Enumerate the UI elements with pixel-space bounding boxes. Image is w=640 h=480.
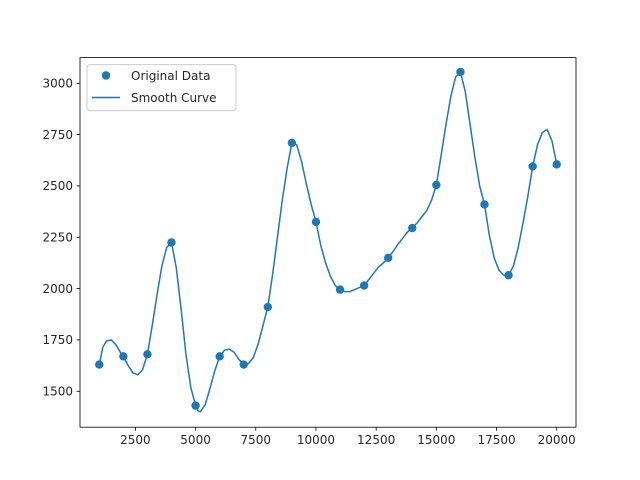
data-point (480, 200, 489, 209)
legend-label-original-data: Original Data (131, 69, 210, 83)
data-point (408, 223, 417, 233)
data-point (504, 271, 513, 280)
y-tick-label: 2250 (42, 231, 73, 245)
data-point (383, 253, 393, 262)
plot-area (80, 57, 576, 428)
data-point (552, 160, 561, 169)
y-tick-label: 1500 (42, 385, 73, 399)
legend-box (86, 64, 237, 112)
data-point (215, 352, 224, 361)
data-point (143, 350, 152, 359)
data-points-layer (95, 67, 561, 410)
smooth-curve-line (98, 71, 558, 413)
x-tick-label: 15000 (417, 433, 455, 447)
data-point (167, 238, 176, 247)
x-tick-label: 7500 (240, 433, 271, 447)
y-axis: 1500 1750 2000 2250 2500 2750 3000 (42, 77, 80, 399)
data-point (311, 217, 321, 227)
data-point (263, 302, 273, 312)
data-point (335, 285, 345, 294)
data-point (95, 360, 104, 369)
data-point (239, 360, 248, 369)
y-tick-label: 3000 (42, 77, 73, 91)
y-tick-label: 2750 (42, 128, 73, 142)
x-tick-label: 20000 (538, 433, 576, 447)
x-tick-label: 5000 (180, 433, 211, 447)
data-point (119, 352, 128, 361)
data-point (528, 162, 537, 171)
legend-label-smooth-curve: Smooth Curve (131, 91, 217, 105)
axes-frame (79, 57, 577, 428)
legend: Original Data Smooth Curve (86, 64, 237, 112)
data-point (456, 67, 465, 77)
legend-scatter-marker (101, 71, 111, 80)
y-tick-label: 2000 (42, 282, 73, 296)
data-point (432, 180, 441, 190)
data-point (359, 281, 369, 290)
smooth-curve-layer (98, 71, 558, 413)
x-tick-label: 10000 (297, 433, 335, 447)
data-point (191, 401, 200, 410)
x-tick-label: 17500 (477, 433, 515, 447)
data-point (287, 138, 297, 148)
x-axis: 2500 5000 7500 10000 12500 15000 17500 20000 (120, 427, 576, 447)
x-tick-label: 2500 (120, 433, 151, 447)
y-tick-label: 2500 (42, 179, 73, 193)
y-tick-label: 1750 (42, 333, 73, 347)
x-tick-label: 12500 (357, 433, 395, 447)
